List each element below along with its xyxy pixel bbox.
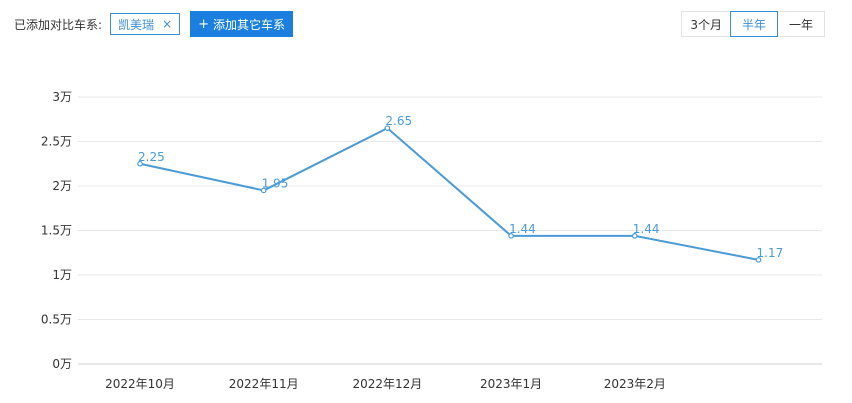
data-label: 2.25 (138, 150, 165, 164)
y-tick-label: 0万 (52, 357, 72, 371)
range-one-year-button[interactable]: 一年 (777, 11, 825, 37)
close-icon[interactable]: × (162, 17, 173, 31)
range-3-months-button[interactable]: 3个月 (681, 11, 731, 37)
y-tick-label: 0.5万 (41, 313, 72, 327)
x-tick-label: 2022年12月 (352, 377, 422, 391)
y-tick-label: 1万 (52, 268, 72, 282)
data-label: 2.65 (385, 114, 412, 128)
range-half-year-button[interactable]: 半年 (730, 11, 778, 37)
x-tick-label: 2022年10月 (105, 377, 175, 391)
data-label: 1.95 (262, 176, 289, 190)
x-tick-label: 2023年2月 (604, 377, 666, 391)
add-series-button[interactable]: + 添加其它车系 (190, 11, 294, 37)
x-tick-label: 2023年1月 (480, 377, 542, 391)
y-tick-label: 2.5万 (41, 135, 72, 149)
data-point (384, 125, 391, 131)
data-point (137, 160, 143, 167)
data-point (755, 257, 762, 263)
plus-icon: + (198, 16, 210, 32)
data-point (631, 233, 638, 239)
compare-label: 已添加对比车系: (14, 17, 103, 32)
series-tag[interactable]: 凯美瑞 × (110, 13, 181, 35)
add-series-button-label: 添加其它车系 (213, 17, 286, 32)
data-label: 1.44 (633, 222, 660, 236)
time-range-selector: 3个月 半年 一年 (681, 11, 825, 37)
data-label: 1.44 (509, 222, 536, 236)
data-point (260, 187, 267, 194)
series-tag-label: 凯美瑞 (118, 17, 155, 32)
series-line (139, 127, 759, 261)
data-point (508, 233, 514, 239)
x-tick-label: 2022年11月 (229, 377, 299, 391)
y-tick-label: 2万 (52, 179, 72, 193)
data-label: 1.17 (757, 246, 784, 260)
y-tick-label: 1.5万 (41, 224, 72, 238)
y-tick-label: 3万 (52, 90, 72, 104)
compare-toolbar: 已添加对比车系: 凯美瑞 × + 添加其它车系 (14, 11, 294, 37)
